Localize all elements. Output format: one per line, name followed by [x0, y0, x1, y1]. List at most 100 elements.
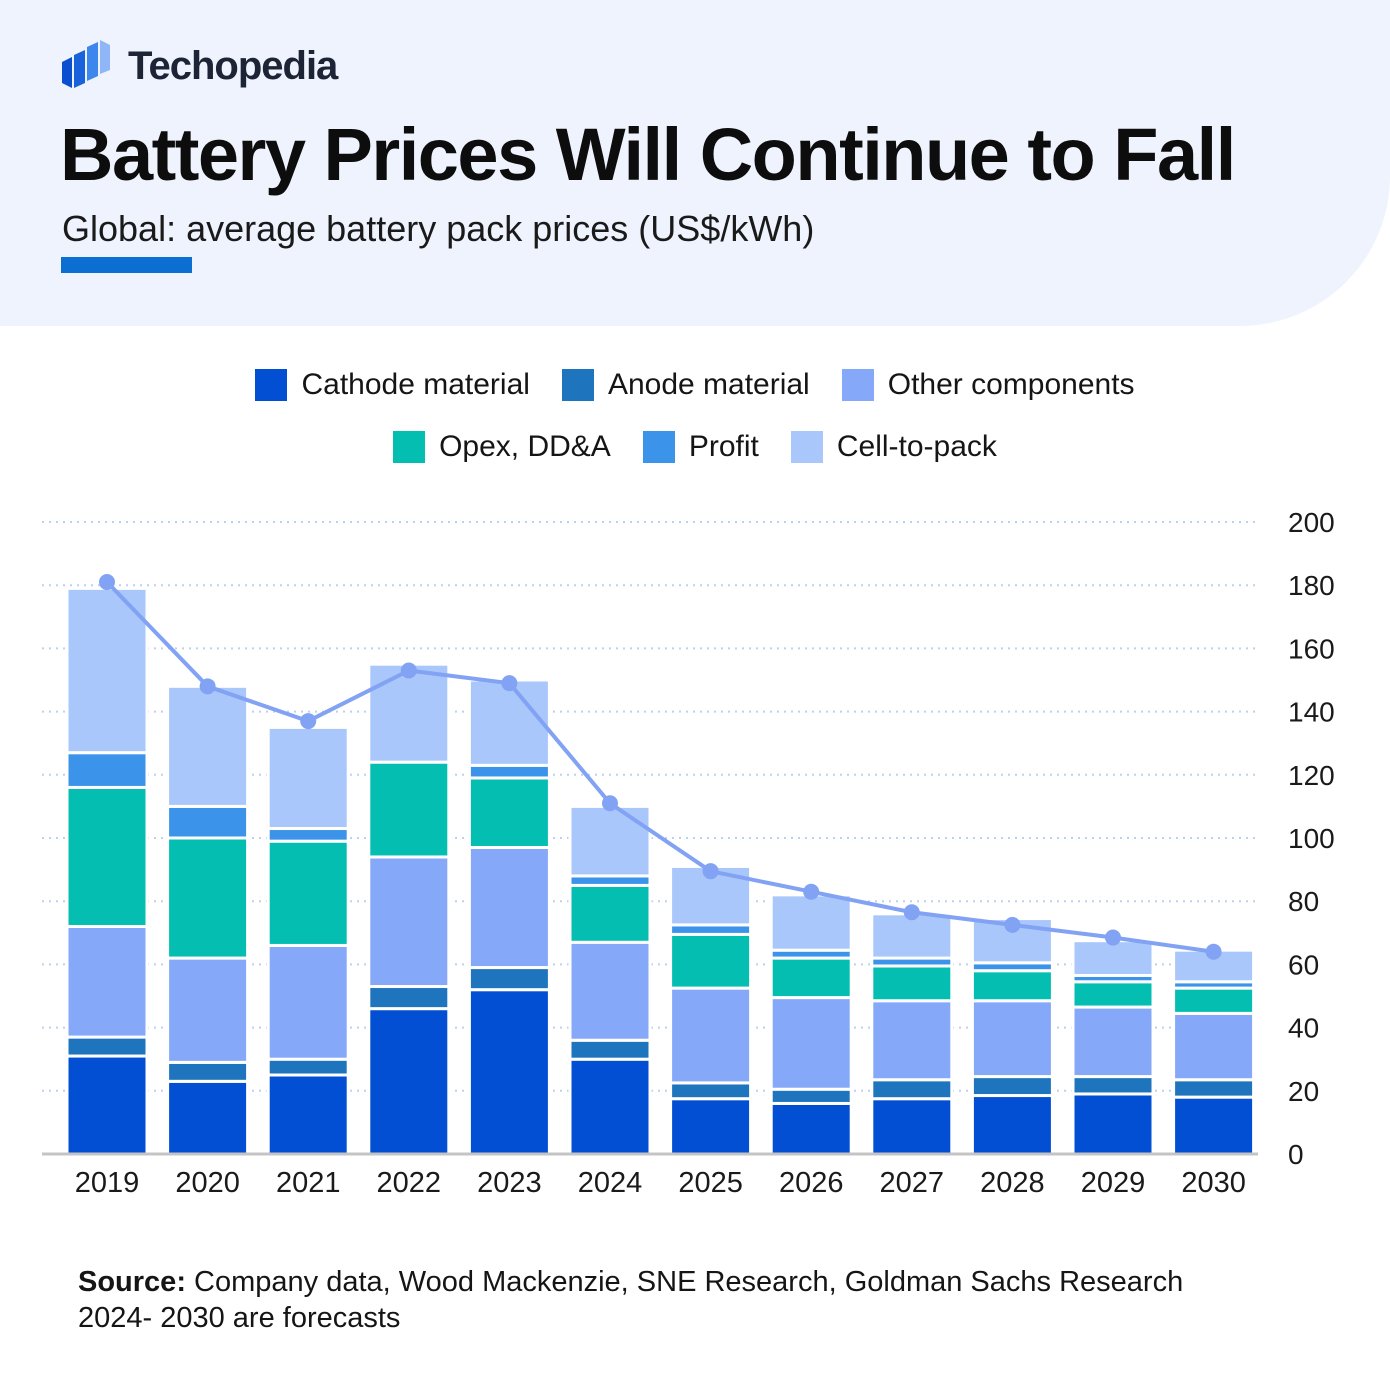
- legend-item-cathode: Cathode material: [255, 368, 530, 402]
- bar-segment-other: [1071, 1005, 1155, 1079]
- price-point: [199, 678, 216, 695]
- bar-stack-2025: [669, 864, 753, 1156]
- bar-stack-2027: [870, 912, 954, 1156]
- y-tick-label: 100: [1288, 823, 1335, 854]
- bar-segment-cell-to-pack: [65, 586, 149, 755]
- x-tick-label: 2021: [276, 1167, 341, 1199]
- source-note: Source: Company data, Wood Mackenzie, SN…: [78, 1264, 1183, 1336]
- bar-segment-other: [970, 999, 1054, 1079]
- source-label: Source:: [78, 1266, 186, 1298]
- legend-label-anode: Anode material: [607, 368, 810, 401]
- bar-segment-cathode: [467, 988, 551, 1156]
- y-tick-label: 60: [1288, 949, 1319, 980]
- bar-segment-opex: [65, 785, 149, 928]
- bar-stack-2030: [1172, 948, 1256, 1156]
- y-tick-label: 120: [1288, 760, 1335, 791]
- bar-segment-cathode: [769, 1101, 853, 1156]
- legend-label-cell-to-pack: Cell-to-pack: [836, 430, 997, 463]
- y-tick-label: 0: [1288, 1139, 1304, 1170]
- bar-segment-opex: [367, 760, 451, 859]
- bar-segment-cell-to-pack: [367, 662, 451, 764]
- x-tick-label: 2026: [779, 1167, 844, 1199]
- bar-segment-profit: [266, 827, 350, 843]
- bar-segment-anode: [769, 1087, 853, 1105]
- bar-segment-other: [870, 999, 954, 1082]
- price-point: [300, 713, 317, 730]
- legend-item-anode: Anode material: [561, 368, 810, 402]
- bar-segment-other: [65, 924, 149, 1039]
- bar-segment-profit: [65, 751, 149, 789]
- techopedia-logo-icon: [62, 40, 110, 88]
- bar-segment-cathode: [65, 1054, 149, 1156]
- price-point: [1205, 943, 1222, 960]
- price-point: [99, 574, 115, 591]
- bar-segment-other: [266, 943, 350, 1061]
- source-line: Source: Company data, Wood Mackenzie, SN…: [78, 1264, 1183, 1300]
- bar-segment-opex: [970, 969, 1054, 1003]
- price-point: [501, 675, 518, 692]
- bar-segment-anode: [669, 1081, 753, 1101]
- x-tick-label: 2024: [578, 1167, 643, 1199]
- x-tick-label: 2029: [1081, 1167, 1146, 1199]
- brand-name: Techopedia: [128, 43, 338, 88]
- bar-segment-opex: [266, 839, 350, 947]
- bar-segment-cathode: [568, 1057, 652, 1156]
- bar-segment-cathode: [1071, 1092, 1155, 1156]
- price-point: [903, 904, 920, 921]
- y-tick-label: 180: [1288, 570, 1335, 601]
- x-tick-label: 2025: [678, 1167, 743, 1199]
- chart-subtitle: Global: average battery pack prices (US$…: [62, 208, 815, 249]
- price-line: [99, 574, 1222, 960]
- source-text: Company data, Wood Mackenzie, SNE Resear…: [194, 1266, 1184, 1298]
- bar-segment-anode: [65, 1035, 149, 1058]
- bar-segment-anode: [467, 966, 551, 992]
- bar-segment-opex: [1172, 986, 1256, 1015]
- bar-stack-2026: [769, 893, 853, 1156]
- bar-segment-cathode: [669, 1097, 753, 1156]
- subtitle-underline: [61, 257, 192, 273]
- brand: Techopedia: [60, 38, 338, 94]
- bar-segment-other: [166, 956, 250, 1064]
- bar-segment-cathode: [166, 1079, 250, 1156]
- bar-segment-other: [1172, 1011, 1256, 1082]
- bar-segment-anode: [1071, 1075, 1155, 1096]
- bar-segment-profit: [166, 804, 250, 840]
- y-tick-label: 140: [1288, 697, 1335, 728]
- bar-segment-other: [367, 855, 451, 989]
- bar-segment-other: [669, 986, 753, 1085]
- bar-stack-2029: [1071, 939, 1155, 1156]
- bar-segment-anode: [367, 985, 451, 1011]
- header-background: [0, 0, 1390, 326]
- bar-segment-anode: [1172, 1078, 1256, 1099]
- bar-segment-anode: [266, 1057, 350, 1077]
- bar-segment-anode: [870, 1078, 954, 1101]
- legend-swatch-cathode: [255, 369, 288, 401]
- bar-segment-opex: [669, 932, 753, 990]
- legend-row-1: Cathode material Anode material Other co…: [0, 368, 1390, 402]
- bar-segment-other: [568, 940, 652, 1042]
- legend-item-cell-to-pack: Cell-to-pack: [790, 430, 997, 464]
- x-tick-label: 2030: [1181, 1167, 1246, 1199]
- bar-segment-other: [467, 845, 551, 970]
- bar-segment-cell-to-pack: [266, 725, 350, 831]
- bar-segment-cell-to-pack: [166, 684, 250, 808]
- price-point: [1004, 916, 1021, 933]
- bar-segment-opex: [467, 776, 551, 849]
- y-tick-label: 200: [1288, 507, 1335, 538]
- bar-segment-opex: [870, 964, 954, 1003]
- bar-segment-cathode: [1172, 1095, 1256, 1156]
- x-tick-label: 2022: [377, 1167, 442, 1199]
- price-point: [803, 883, 820, 900]
- bar-segment-cathode: [870, 1097, 954, 1156]
- bar-segment-cell-to-pack: [568, 804, 652, 878]
- legend-label-other: Other components: [887, 368, 1135, 401]
- stacked-bar-chart: 0 20 40 60 80 100 120 140 160 180 200 2019 2020 2021…: [42, 507, 1335, 1199]
- bar-segment-opex: [166, 836, 250, 960]
- x-tick-label: 2023: [477, 1167, 542, 1199]
- y-tick-label: 40: [1288, 1013, 1319, 1044]
- chart-title: Battery Prices Will Continue to Fall: [60, 113, 1236, 196]
- y-tick-label: 160: [1288, 633, 1335, 664]
- bar-stack-2028: [970, 917, 1054, 1156]
- bar-segment-anode: [568, 1038, 652, 1061]
- bar-stack-2021: [266, 725, 350, 1156]
